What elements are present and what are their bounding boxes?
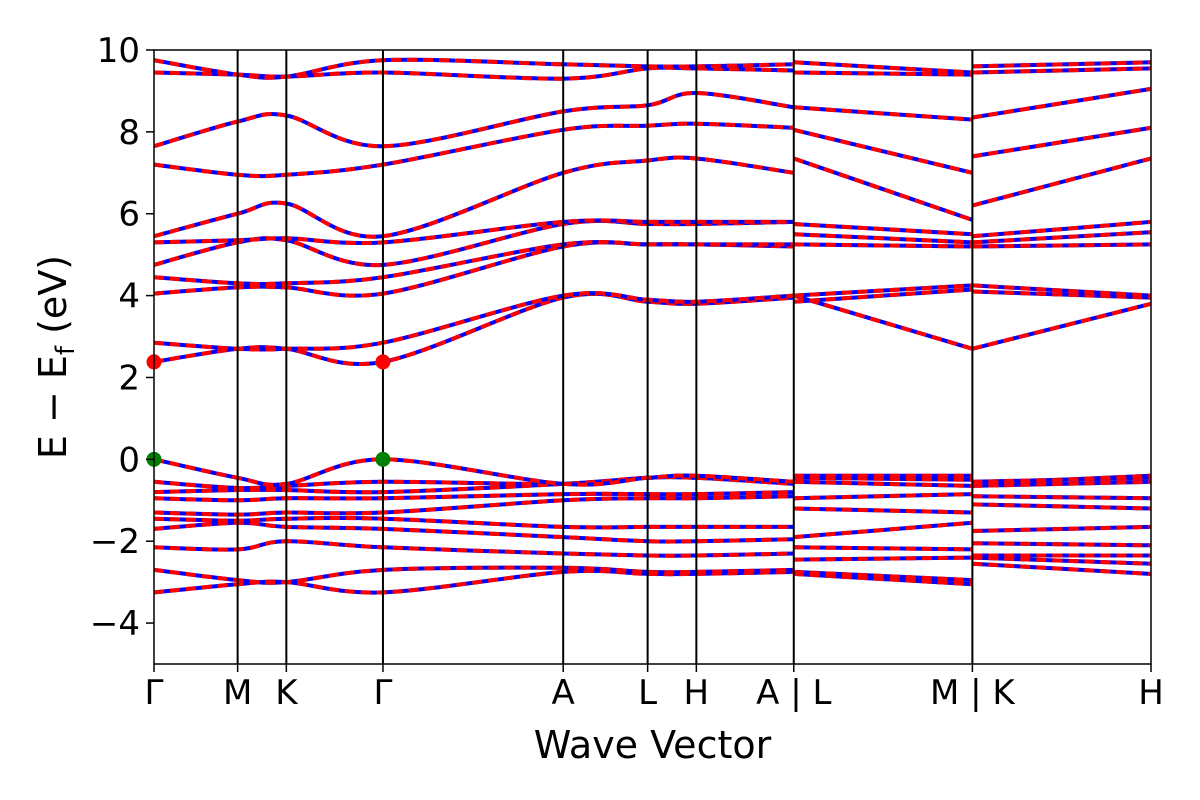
plot-frame bbox=[153, 49, 1152, 665]
y-tick-label: −4 bbox=[90, 604, 140, 644]
band-v6 bbox=[154, 494, 1151, 517]
band-line-primary bbox=[154, 287, 1151, 352]
x-tick-label: A | L bbox=[756, 673, 831, 713]
band-line-secondary bbox=[154, 240, 1151, 287]
y-axis-label: E − Ef (eV) bbox=[31, 255, 81, 459]
y-tick-label: 10 bbox=[97, 31, 140, 71]
high-symmetry-lines bbox=[236, 50, 974, 664]
x-tick-label: M | K bbox=[930, 673, 1016, 713]
x-tick-label: L bbox=[638, 673, 657, 713]
band-extrema-markers bbox=[146, 354, 391, 467]
band-c6 bbox=[154, 218, 1151, 246]
band-c1 bbox=[154, 291, 1151, 367]
x-tick-label: Γ bbox=[145, 673, 164, 713]
y-axis-label-unit: (eV) bbox=[31, 255, 75, 346]
band-line-primary bbox=[154, 457, 1151, 487]
band-v3 bbox=[154, 539, 1151, 562]
vbm-marker bbox=[375, 451, 391, 467]
x-tick-label: H bbox=[1138, 673, 1164, 713]
band-line-primary bbox=[154, 240, 1151, 287]
band-line-primary bbox=[154, 218, 1151, 246]
band-c11 bbox=[154, 57, 1151, 80]
x-tick-label: M bbox=[223, 673, 252, 713]
band-line-primary bbox=[154, 155, 1151, 239]
band-line-primary bbox=[154, 57, 1151, 80]
x-tick-label: H bbox=[684, 673, 710, 713]
band-line-primary bbox=[154, 490, 1151, 503]
x-tick-label: A bbox=[552, 673, 575, 713]
band-line-primary bbox=[154, 86, 1151, 149]
band-line-primary bbox=[154, 520, 1151, 552]
band-line-primary bbox=[154, 240, 1151, 298]
y-tick-label: 0 bbox=[118, 440, 140, 480]
band-line-primary bbox=[154, 561, 1151, 595]
x-tick-label: K bbox=[275, 673, 299, 713]
y-tick-label: 6 bbox=[118, 195, 140, 235]
band-v10 bbox=[154, 457, 1151, 487]
cbm-marker bbox=[375, 354, 391, 370]
band-line-secondary bbox=[154, 86, 1151, 149]
x-axis-label: Wave Vector bbox=[534, 723, 772, 767]
y-axis-ticks: −4 −2 0 2 4 6 8 10 bbox=[90, 31, 154, 644]
band-line-primary bbox=[154, 539, 1151, 562]
y-tick-label: 2 bbox=[118, 358, 140, 398]
band-c8 bbox=[154, 121, 1151, 179]
band-c7 bbox=[154, 155, 1151, 239]
band-line-primary bbox=[154, 555, 1151, 585]
y-tick-label: −2 bbox=[90, 522, 140, 562]
band-line-primary bbox=[154, 121, 1151, 179]
band-line-primary bbox=[154, 515, 1151, 540]
band-line-primary bbox=[154, 218, 1151, 268]
y-axis-label-main: E − E bbox=[31, 355, 75, 459]
band-line-secondary bbox=[154, 121, 1151, 179]
bands-layer bbox=[154, 57, 1151, 595]
band-v7 bbox=[154, 490, 1151, 503]
band-line-primary bbox=[154, 494, 1151, 517]
band-v4 bbox=[154, 520, 1151, 552]
band-c4 bbox=[154, 240, 1151, 287]
band-v1 bbox=[154, 561, 1151, 595]
y-tick-label: 4 bbox=[118, 277, 140, 317]
band-c2 bbox=[154, 287, 1151, 352]
band-v5 bbox=[154, 515, 1151, 540]
y-axis-label-sub: f bbox=[51, 345, 81, 355]
y-tick-label: 8 bbox=[118, 113, 140, 153]
band-c3 bbox=[154, 240, 1151, 298]
band-c9 bbox=[154, 86, 1151, 149]
band-line-primary bbox=[154, 291, 1151, 367]
band-v2 bbox=[154, 555, 1151, 585]
x-tick-label: Γ bbox=[373, 673, 392, 713]
